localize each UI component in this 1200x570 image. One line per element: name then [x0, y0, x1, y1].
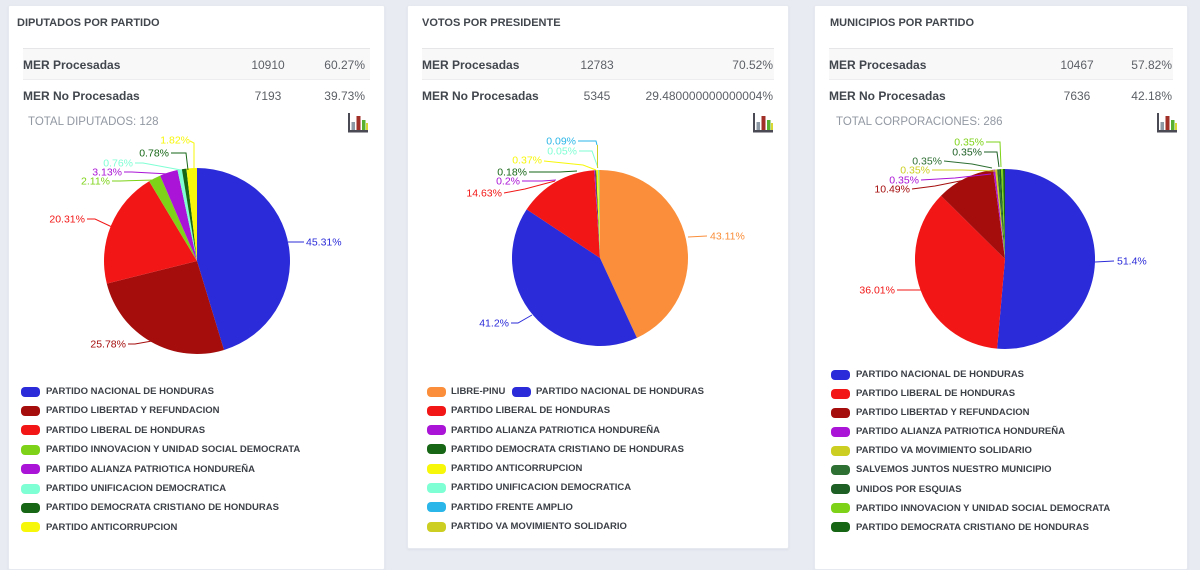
svg-text:0.35%: 0.35% [900, 165, 930, 177]
svg-text:0.05%: 0.05% [547, 146, 577, 158]
svg-text:14.63%: 14.63% [466, 188, 502, 200]
svg-text:51.4%: 51.4% [1117, 256, 1147, 268]
svg-text:0.37%: 0.37% [512, 155, 542, 167]
svg-text:0.78%: 0.78% [139, 148, 169, 160]
svg-text:0.76%: 0.76% [103, 158, 133, 170]
svg-text:43.11%: 43.11% [710, 231, 745, 243]
svg-text:45.31%: 45.31% [306, 237, 342, 249]
svg-text:41.2%: 41.2% [479, 318, 509, 330]
svg-text:0.09%: 0.09% [546, 136, 576, 148]
svg-text:0.35%: 0.35% [889, 175, 919, 187]
svg-text:20.31%: 20.31% [49, 214, 85, 226]
svg-text:0.35%: 0.35% [912, 156, 942, 168]
svg-text:0.35%: 0.35% [952, 147, 982, 159]
svg-text:2.11%: 2.11% [81, 176, 110, 188]
svg-text:0.18%: 0.18% [497, 167, 527, 179]
svg-text:3.13%: 3.13% [92, 167, 122, 179]
svg-text:1.82%: 1.82% [160, 135, 190, 147]
svg-text:0.2%: 0.2% [496, 176, 520, 188]
svg-text:25.78%: 25.78% [90, 339, 126, 351]
svg-text:10.49%: 10.49% [874, 184, 910, 196]
svg-text:0.35%: 0.35% [954, 137, 984, 149]
svg-text:36.01%: 36.01% [859, 285, 895, 297]
